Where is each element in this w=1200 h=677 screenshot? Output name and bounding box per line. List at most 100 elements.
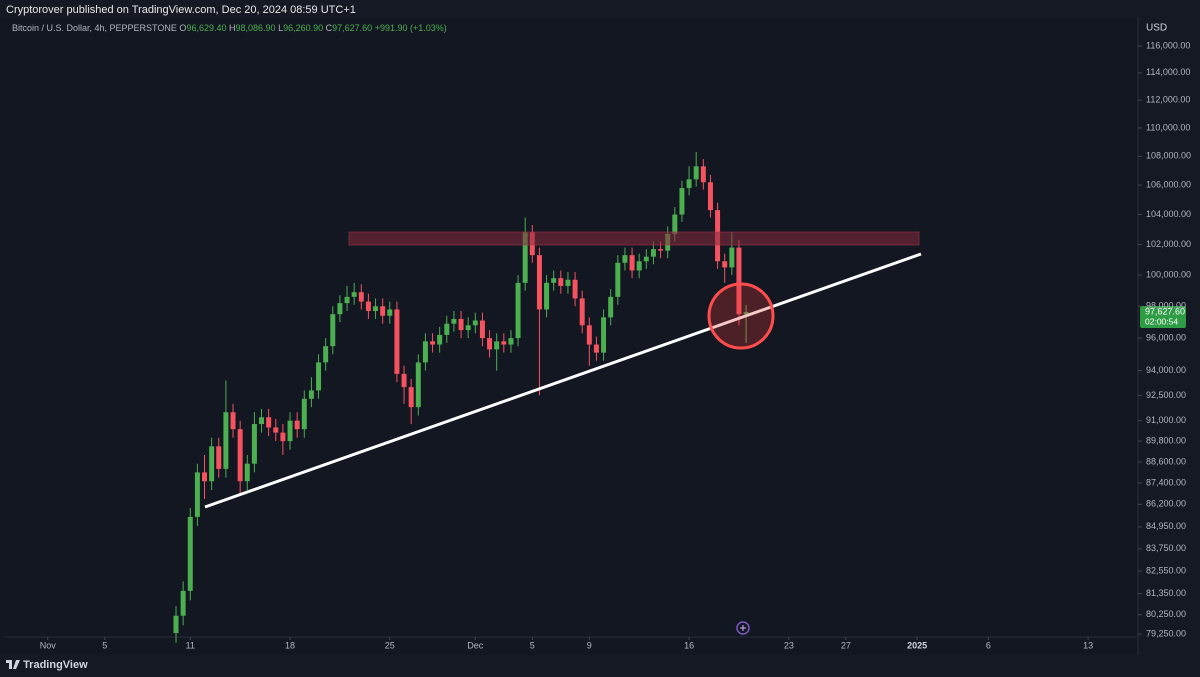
publish-info: Cryptorover published on TradingView.com… [6, 4, 356, 16]
candle-body [693, 166, 699, 180]
highlight-circle [707, 282, 775, 350]
y-tick-label: 88,600.00 [1146, 456, 1186, 466]
candle-body [722, 261, 728, 268]
y-tick-label: 104,000.00 [1146, 209, 1191, 219]
candle-body [444, 323, 450, 335]
price-axis-background [1138, 17, 1200, 655]
y-tick-label: 110,000.00 [1146, 122, 1190, 132]
change: +991.90 (+1.03%) [374, 23, 447, 33]
candle-body [650, 249, 656, 257]
candle-body [259, 417, 265, 425]
add-button[interactable] [736, 621, 750, 635]
candle-body [323, 346, 329, 363]
candle-body [244, 463, 250, 482]
candle-body [458, 318, 464, 331]
high-value: 98,086.90 [235, 23, 276, 33]
x-tick-label: 13 [1083, 640, 1093, 650]
candle-body [266, 417, 272, 428]
candle-body [601, 317, 607, 353]
candle-body [551, 278, 557, 283]
last-price: 97,627.60 [1145, 306, 1185, 316]
candle-body [672, 214, 678, 234]
x-tick-label: 11 [186, 640, 195, 650]
add-plus[interactable] [740, 625, 746, 631]
candle-body [237, 429, 243, 482]
y-tick-label: 79,250.00 [1146, 628, 1186, 638]
brand: TradingView [6, 659, 88, 671]
x-tick-label: 5 [102, 640, 107, 650]
candle-body [344, 296, 350, 304]
candle-body [380, 306, 386, 316]
candle-body [451, 318, 457, 324]
candle-body [565, 279, 571, 286]
candles [173, 152, 749, 643]
x-tick-label: 5 [530, 640, 535, 650]
candle-body [487, 338, 493, 350]
add-circle[interactable] [736, 621, 750, 635]
close-value: 97,627.60 [332, 23, 373, 33]
candle-body [330, 314, 336, 347]
candle-body [202, 472, 208, 482]
y-tick-label: 92,500.00 [1146, 390, 1186, 400]
candle-body [287, 420, 293, 442]
y-tick-label: 112,000.00 [1146, 95, 1190, 105]
candle-body [586, 325, 592, 345]
candle-body [187, 516, 193, 591]
x-tick-label: 6 [986, 640, 991, 650]
countdown: 02:00:54 [1145, 316, 1178, 326]
candle-body [294, 420, 300, 430]
candle-body [593, 344, 599, 353]
candle-body [437, 334, 443, 345]
y-tick-label: 82,550.00 [1146, 565, 1186, 575]
y-tick-label: 108,000.00 [1146, 151, 1191, 161]
y-tick-label: 87,400.00 [1146, 477, 1186, 487]
candle-body [572, 279, 578, 299]
candle-body [308, 390, 314, 399]
candle-body [365, 301, 371, 312]
candle-body [216, 446, 222, 469]
y-tick-label: 116,000.00 [1146, 40, 1190, 50]
candle-body [622, 255, 628, 263]
candle-body [472, 320, 478, 326]
candle-body [273, 427, 279, 433]
candle-body [223, 412, 229, 469]
x-tick-label: 27 [841, 640, 851, 650]
high-key: H [229, 23, 236, 33]
candle-body [337, 303, 343, 315]
candle-body [608, 296, 614, 318]
candle-body [686, 179, 692, 189]
candle-body [358, 292, 364, 302]
candle-body [301, 398, 307, 430]
candle-body [536, 255, 542, 310]
x-tick-label: 18 [285, 640, 295, 650]
x-tick-label: 25 [385, 640, 395, 650]
candle-body [707, 182, 713, 211]
candle-body [230, 412, 236, 430]
y-tick-label: 102,000.00 [1146, 239, 1191, 249]
symbol-legend: Bitcoin / U.S. Dollar, 4h, PEPPERSTONE O… [12, 23, 447, 33]
candle-body [501, 341, 507, 345]
brand-name: TradingView [23, 659, 88, 671]
candle-body [430, 341, 436, 345]
candle-body [643, 256, 649, 262]
candle-body [422, 341, 428, 363]
y-tick-label: 106,000.00 [1146, 180, 1191, 190]
currency-label: USD [1146, 23, 1167, 34]
candle-body [743, 312, 749, 315]
y-tick-label: 86,200.00 [1146, 499, 1186, 509]
candle-body [629, 255, 635, 271]
candle-body [465, 325, 471, 331]
candle-body [387, 309, 393, 316]
y-tick-label: 91,000.00 [1146, 415, 1186, 425]
trend-line [204, 252, 922, 509]
brand-logo [6, 660, 20, 669]
y-tick-label: 114,000.00 [1146, 67, 1190, 77]
candle-body [700, 166, 706, 183]
candle-body [522, 232, 528, 283]
y-tick-label: 94,000.00 [1146, 365, 1186, 375]
candle-body [401, 373, 407, 388]
candle-body [415, 362, 421, 408]
y-tick-label: 96,000.00 [1146, 332, 1186, 342]
